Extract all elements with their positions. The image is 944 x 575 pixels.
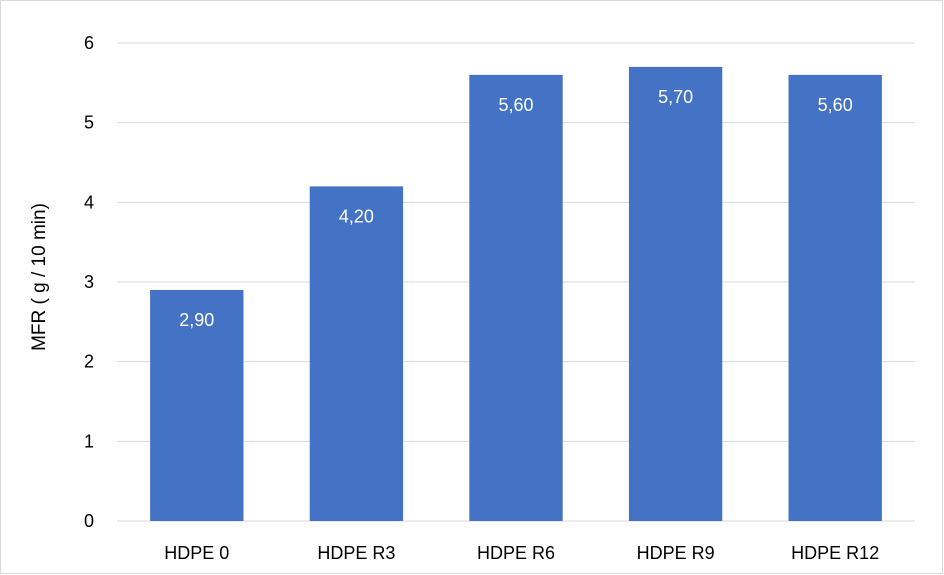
x-tick-label: HDPE R3 [317, 543, 395, 563]
bar-hdpe-r12 [788, 74, 882, 521]
y-tick-label: 3 [84, 272, 94, 292]
y-tick-label: 5 [84, 113, 94, 133]
y-tick-label: 6 [84, 33, 94, 53]
y-tick-label: 2 [84, 352, 94, 372]
y-axis-title: MFR ( g / 10 min) [29, 203, 50, 351]
bar-hdpe-0 [150, 289, 244, 521]
bars [150, 66, 882, 522]
data-label: 2,90 [179, 310, 214, 330]
data-label: 5,60 [498, 95, 533, 115]
y-axis-ticks: 0 1 2 3 4 5 6 [84, 33, 94, 531]
y-tick-label: 1 [84, 431, 94, 451]
bar-hdpe-r3 [309, 186, 404, 521]
x-axis-ticks: HDPE 0 HDPE R3 HDPE R6 HDPE R9 HDPE R12 [164, 543, 879, 563]
y-tick-label: 0 [84, 511, 94, 531]
x-tick-label: HDPE 0 [164, 543, 229, 563]
x-tick-label: HDPE R12 [791, 543, 879, 563]
bar-hdpe-r9 [628, 66, 723, 522]
x-tick-label: HDPE R9 [637, 543, 715, 563]
data-labels: 2,90 4,20 5,60 5,70 5,60 [179, 87, 852, 330]
bar-hdpe-r6 [469, 74, 563, 521]
data-label: 5,70 [658, 87, 693, 107]
data-label: 4,20 [339, 206, 374, 226]
x-tick-label: HDPE R6 [477, 543, 555, 563]
y-tick-label: 4 [84, 192, 94, 212]
data-label: 5,60 [818, 95, 853, 115]
